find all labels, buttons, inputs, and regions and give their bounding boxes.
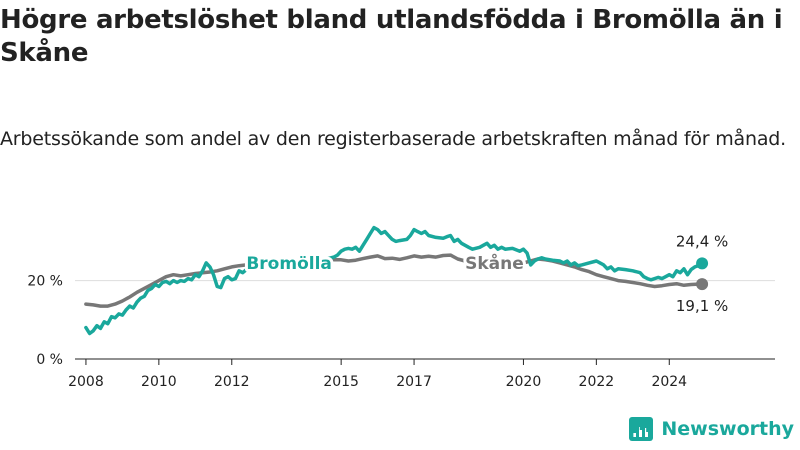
x-tick-label: 2015 [323, 374, 359, 390]
chart-subtitle: Arbetssökande som andel av den registerb… [0, 128, 786, 150]
series-lines [84, 225, 709, 336]
series-line [84, 225, 704, 336]
series-line [84, 253, 704, 308]
series-label: Bromölla [246, 254, 332, 274]
chart-title: Högre arbetslöshet bland utlandsfödda i … [0, 5, 783, 68]
x-tick-label: 2010 [141, 374, 177, 390]
end-value-label: 24,4 % [676, 232, 728, 250]
x-tick-label: 2020 [506, 374, 542, 390]
x-tick-label: 2024 [651, 374, 687, 390]
y-tick-label: 0 % [36, 352, 63, 368]
brand-name: Newsworthy [661, 418, 794, 440]
newsworthy-logo-icon [629, 417, 654, 441]
x-tick-label: 2017 [396, 374, 432, 390]
end-value-label: 19,1 % [676, 297, 728, 315]
series-labels: Bromölla Skåne 24,4 % 19,1 % [243, 232, 728, 315]
series-label: Skåne [465, 252, 524, 274]
x-tick-label: 2008 [68, 374, 104, 390]
end-point-marker [696, 257, 709, 270]
x-tick-label: 2012 [214, 374, 250, 390]
axes: 0 % 20 % 2008 2010 2012 2015 2017 2020 2022 2024 [27, 274, 775, 390]
end-point-marker [696, 278, 709, 291]
x-tick-label: 2022 [579, 374, 615, 390]
y-tick-label: 20 % [27, 274, 63, 290]
brand-logo: Newsworthy [629, 414, 794, 444]
